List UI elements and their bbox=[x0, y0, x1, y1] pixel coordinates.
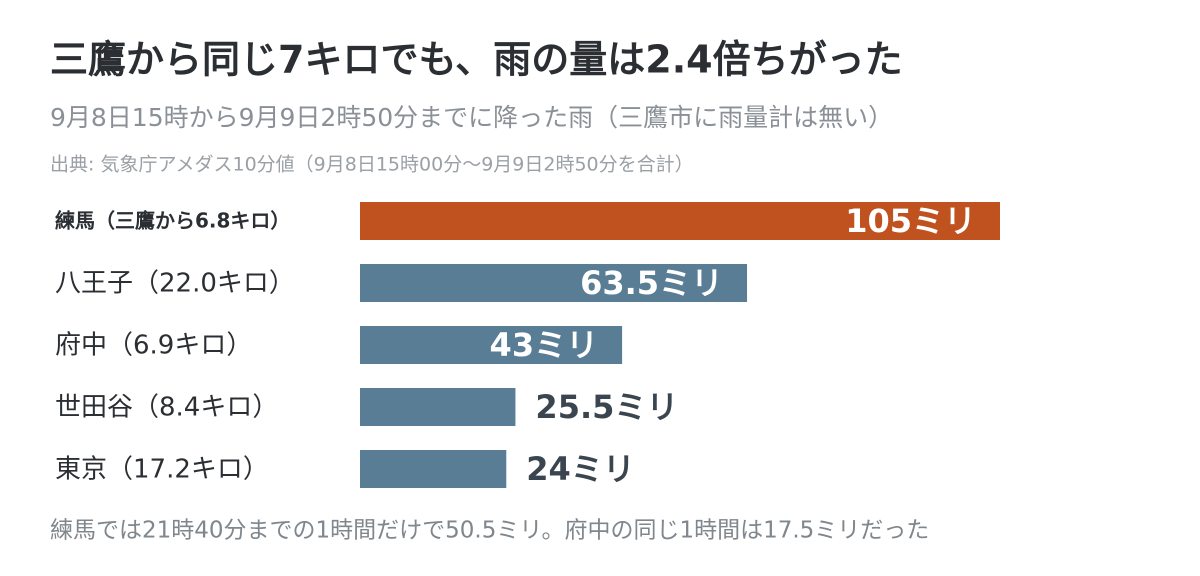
bar bbox=[360, 326, 623, 364]
category-label: 府中（6.9キロ） bbox=[55, 331, 252, 361]
chart-title: 三鷹から同じ7キロでも、雨の量は2.4倍ちがった bbox=[50, 38, 903, 82]
bar bbox=[360, 264, 748, 302]
category-label: 八王子（22.0キロ） bbox=[55, 269, 295, 299]
note: 練馬では21時40分までの1時間だけで50.5ミリ。府中の同じ1時間は17.5ミ… bbox=[50, 518, 929, 544]
value-label: 63.5ミリ bbox=[580, 264, 723, 302]
value-label: 105ミリ bbox=[845, 202, 976, 240]
subtitle: 9月8日15時から9月9日2時50分までに降った雨（三鷹市に雨量計は無い） bbox=[50, 103, 893, 132]
category-label: 練馬（三鷹から6.8キロ） bbox=[55, 209, 290, 233]
bar bbox=[360, 202, 1000, 240]
bar bbox=[360, 388, 516, 426]
source: 出典: 気象庁アメダス10分値（9月8日15時00分～9月9日2時50分を合計） bbox=[50, 154, 694, 176]
category-label: 東京（17.2キロ） bbox=[55, 455, 269, 485]
value-label: 25.5ミリ bbox=[535, 388, 678, 426]
bar bbox=[360, 450, 507, 488]
category-label: 世田谷（8.4キロ） bbox=[55, 393, 278, 423]
value-label: 43ミリ bbox=[490, 326, 599, 364]
value-label: 24ミリ bbox=[526, 450, 635, 488]
